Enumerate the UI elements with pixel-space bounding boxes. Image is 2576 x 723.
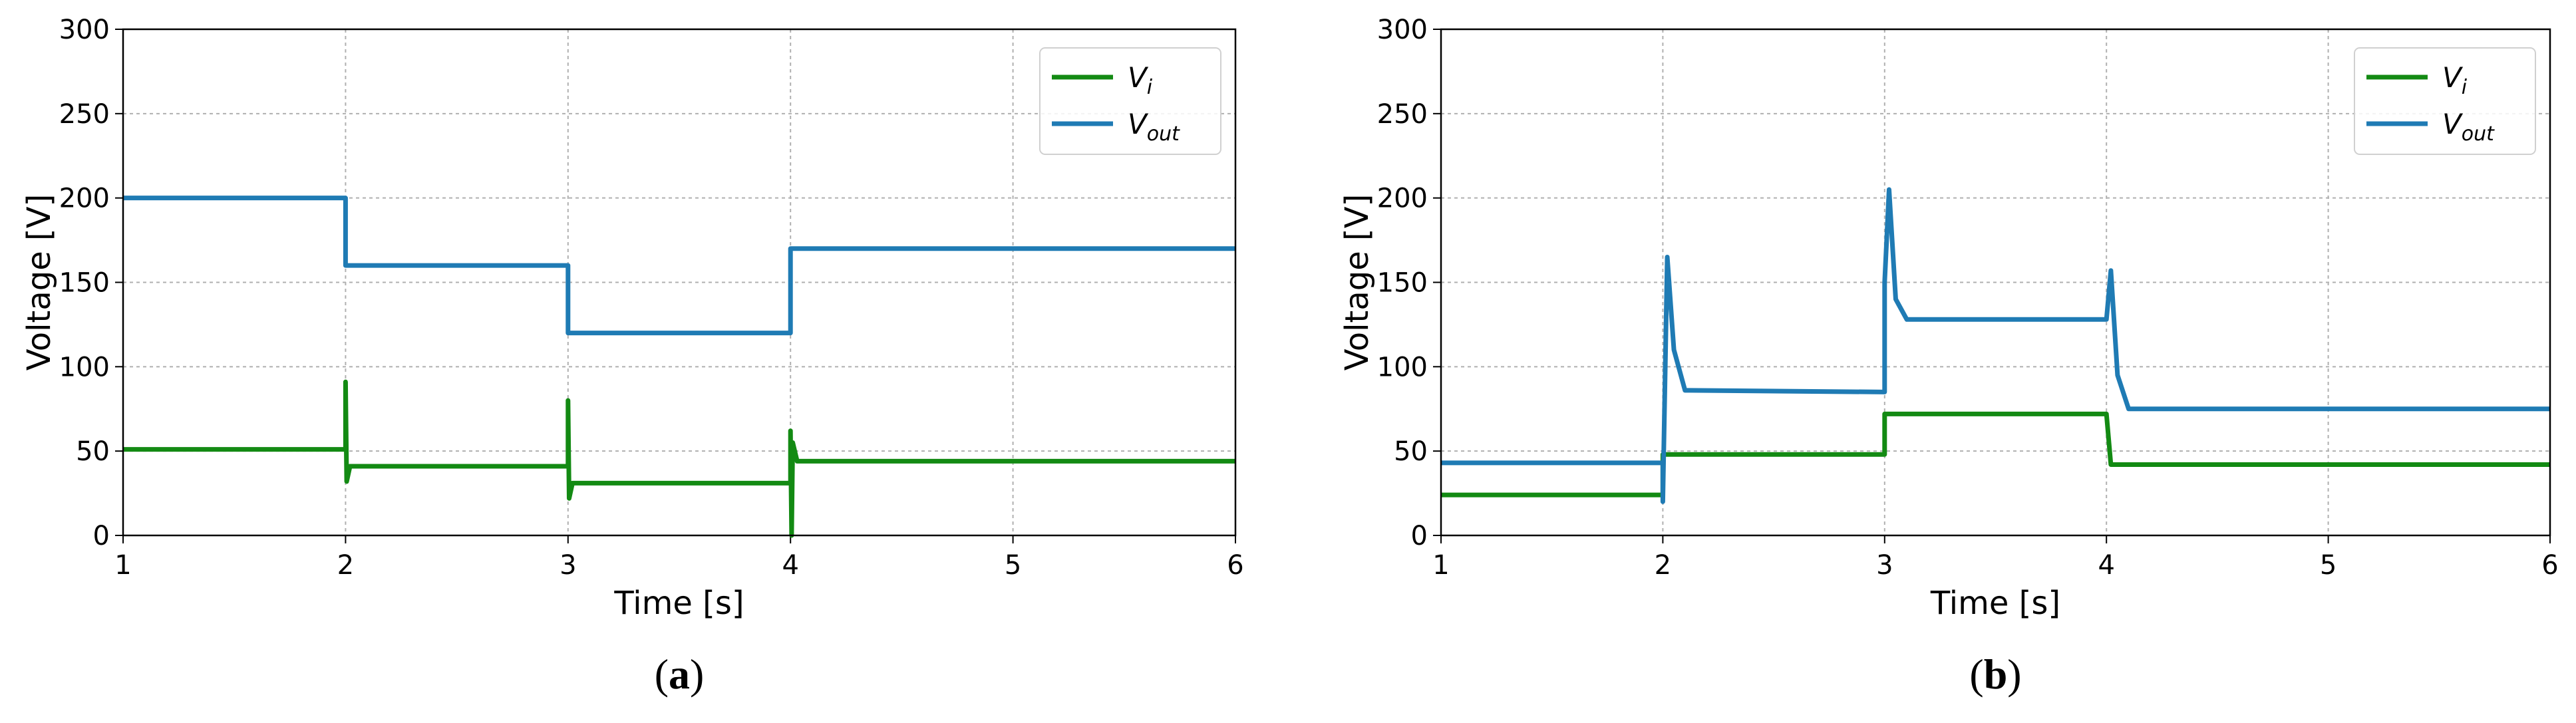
y-tick-label: 300 (59, 15, 110, 45)
x-tick-label: 5 (1005, 550, 1021, 581)
y-tick-label: 150 (1377, 268, 1428, 299)
x-tick-label: 5 (2320, 550, 2336, 581)
series-line (1441, 187, 2550, 504)
y-tick-label: 100 (1377, 352, 1428, 382)
legend-box (1039, 47, 1221, 155)
legend-label: Vi (1128, 61, 1153, 99)
panel-label: (b) (1969, 651, 2021, 698)
legend-label: Vout (2442, 108, 2495, 146)
legend-label: Vout (1128, 108, 1180, 146)
x-tick-label: 1 (114, 550, 131, 581)
y-tick-label: 200 (59, 184, 110, 214)
y-tick-label: 250 (1377, 99, 1428, 130)
y-tick-label: 100 (59, 352, 110, 382)
x-tick-label: 4 (2098, 550, 2114, 581)
x-tick-label: 6 (2541, 550, 2558, 581)
y-axis-label: Voltage [V] (1339, 194, 1376, 371)
y-tick-label: 250 (59, 99, 110, 130)
panel-label: (a) (655, 651, 705, 698)
chart-panel: 0 50 100 150 200 250 300 1 2 3 4 5 6 Time [s] Voltage … (21, 15, 1244, 698)
y-tick-label: 50 (1394, 436, 1428, 467)
x-axis-label: Time [s] (613, 585, 744, 622)
series-line (123, 379, 1235, 538)
chart-panel: 0 50 100 150 200 250 300 1 2 3 4 5 6 Time [s] Voltage … (1339, 15, 2559, 698)
series-line (123, 196, 1235, 336)
x-tick-label: 3 (1876, 550, 1893, 581)
y-tick-label: 0 (1411, 521, 1428, 551)
plot-frame (122, 28, 1237, 537)
x-tick-label: 4 (782, 550, 798, 581)
y-tick-label: 0 (93, 521, 110, 551)
y-tick-label: 50 (76, 436, 110, 467)
y-tick-label: 300 (1377, 15, 1428, 45)
legend-box (2354, 47, 2536, 155)
x-tick-label: 2 (1655, 550, 1671, 581)
series-line (1441, 411, 2550, 498)
y-tick-label: 150 (59, 268, 110, 299)
x-tick-label: 3 (560, 550, 576, 581)
plot-frame (1440, 28, 2551, 537)
y-tick-label: 200 (1377, 184, 1428, 214)
legend-label: Vi (2442, 61, 2468, 99)
y-axis-label: Voltage [V] (21, 194, 58, 371)
x-tick-label: 1 (1432, 550, 1449, 581)
x-axis-label: Time [s] (1930, 585, 2060, 622)
x-tick-label: 6 (1227, 550, 1243, 581)
x-tick-label: 2 (337, 550, 354, 581)
